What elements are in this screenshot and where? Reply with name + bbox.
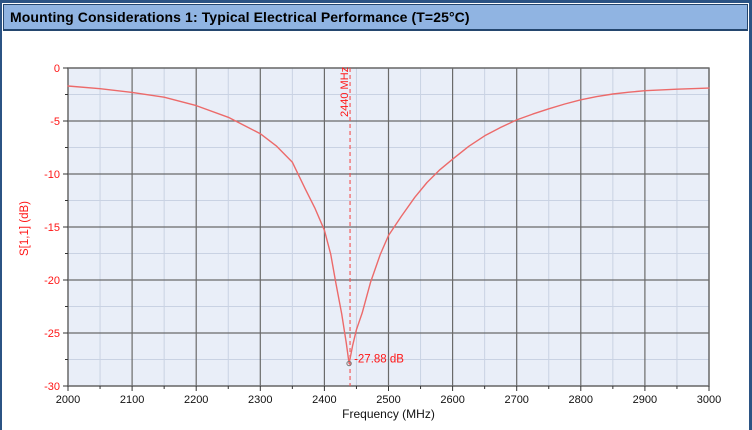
x-axis-title: Frequency (MHz)	[342, 407, 435, 421]
min-marker	[346, 360, 352, 367]
min-value-label: -27.88 dB	[354, 354, 404, 366]
s11-return-loss-chart: 2000 2100 2200 2300 2400 2500 2600 2700 2800 2900…	[19, 63, 721, 421]
y-tick-label: -5	[50, 116, 60, 128]
title-bar: Mounting Considerations 1: Typical Elect…	[3, 4, 748, 31]
y-tick-label: -15	[44, 222, 60, 234]
s11-curve	[67, 85, 710, 365]
x-tick-label: 2000	[56, 394, 80, 406]
x-tick-label: 2100	[120, 394, 144, 406]
x-tick-label: 2800	[569, 394, 593, 406]
x-tick-label: 2500	[376, 394, 400, 406]
x-tick-label: 2600	[440, 394, 464, 406]
x-tick-label: 2200	[184, 394, 208, 406]
x-tick-label: 2700	[504, 394, 528, 406]
y-tick-label: -25	[44, 328, 60, 340]
x-tick-label: 2400	[312, 394, 336, 406]
x-tick-label: 2300	[248, 394, 272, 406]
panel-title: Mounting Considerations 1: Typical Elect…	[10, 9, 470, 25]
y-tick-label: -10	[44, 169, 60, 181]
x-tick-label: 3000	[697, 394, 721, 406]
y-tick-label: -30	[44, 381, 60, 393]
y-axis-title: S[1,1] (dB)	[19, 201, 31, 256]
y-tick-label: -20	[44, 275, 60, 287]
resonance-marker-label: 2440 MHz	[339, 67, 351, 117]
y-tick-label: 0	[54, 63, 60, 75]
x-tick-label: 2900	[633, 394, 657, 406]
